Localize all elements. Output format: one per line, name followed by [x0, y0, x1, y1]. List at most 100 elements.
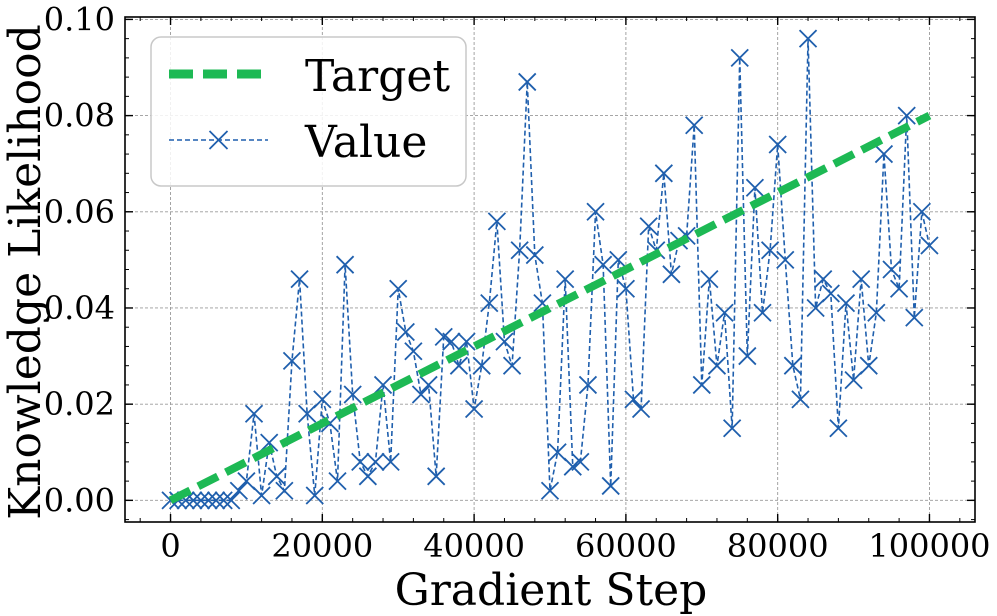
value-point-stroke-b: [700, 269, 719, 289]
y-tick-label: 0.06: [44, 193, 115, 231]
value-point: [252, 486, 271, 505]
value-point-stroke-b: [905, 308, 924, 327]
x-tick-label: 40000: [423, 527, 525, 565]
value-point: [313, 390, 332, 409]
value-point-stroke-b: [427, 467, 446, 486]
value-point-stroke-b: [222, 491, 241, 510]
value-point-stroke-b: [472, 356, 491, 375]
value-point: [472, 356, 491, 375]
value-point-stroke-b: [525, 245, 544, 265]
value-point-stroke-b: [419, 375, 438, 395]
value-point-stroke-b: [480, 294, 499, 313]
value-point-stroke-b: [275, 481, 294, 500]
value-point-stroke-b: [464, 399, 484, 419]
value-point: [844, 370, 863, 390]
legend-value-label: Value: [304, 117, 427, 168]
value-point: [867, 303, 886, 322]
value-point: [776, 250, 795, 270]
value-point-stroke-b: [343, 385, 362, 404]
value-point-stroke-b: [685, 116, 704, 135]
legend-target-label: Target: [305, 51, 450, 102]
y-tick-label: 0.00: [44, 481, 115, 519]
value-point-stroke-b: [313, 390, 332, 409]
value-point: [427, 467, 446, 486]
value-point-stroke-b: [586, 202, 605, 221]
value-point-stroke-b: [920, 236, 939, 255]
value-point: [305, 486, 324, 505]
value-point: [548, 443, 567, 462]
value-point-stroke-b: [836, 294, 856, 313]
value-point: [214, 491, 233, 510]
value-point: [601, 476, 620, 496]
value-point-stroke-b: [487, 212, 507, 231]
value-point-stroke-b: [738, 346, 757, 366]
y-axis-label: Knowledge Likelihood: [0, 24, 51, 519]
value-point: [206, 491, 226, 510]
value-point-stroke-b: [366, 452, 385, 472]
legend-value-marker: [208, 130, 229, 150]
y-tick-label: 0.08: [44, 97, 115, 135]
value-point-stroke-b: [404, 342, 423, 361]
legend: Target Value: [150, 36, 467, 187]
value-point: [829, 419, 848, 438]
value-point-stroke-b: [199, 491, 218, 510]
value-point-stroke-b: [449, 356, 469, 375]
value-point: [745, 178, 765, 197]
value-point: [540, 481, 560, 500]
value-point: [852, 269, 871, 289]
value-point: [685, 116, 704, 135]
value-point: [593, 255, 613, 274]
value-point: [578, 375, 598, 395]
legend-box: [150, 36, 467, 187]
value-point-stroke-b: [882, 260, 901, 279]
value-point: [798, 29, 818, 48]
value-point: [525, 245, 544, 265]
value-point-stroke-b: [282, 351, 302, 371]
value-point: [631, 399, 651, 419]
value-point-stroke-b: [533, 294, 552, 313]
value-point: [464, 399, 484, 419]
value-point-stroke-b: [518, 72, 537, 92]
value-point: [738, 346, 757, 366]
value-point-stroke-b: [912, 202, 932, 221]
value-point: [753, 303, 772, 322]
value-point: [351, 452, 370, 472]
value-point-stroke-b: [540, 481, 560, 500]
value-point: [882, 260, 901, 279]
value-point: [692, 375, 711, 395]
value-point: [715, 303, 734, 322]
value-point-stroke-b: [389, 279, 408, 298]
value-point: [859, 356, 878, 375]
value-point-stroke-b: [411, 385, 431, 404]
value-point: [502, 356, 522, 375]
value-point-stroke-b: [214, 491, 233, 510]
value-point-stroke-b: [609, 250, 628, 270]
value-point: [836, 294, 856, 313]
value-point: [222, 491, 241, 510]
value-point: [912, 202, 932, 221]
y-tick-label: 0.10: [44, 0, 115, 38]
value-point: [298, 404, 317, 423]
value-point: [768, 135, 787, 154]
x-tick-label: 20000: [271, 527, 373, 565]
value-point: [814, 269, 833, 289]
series-target-line: [168, 112, 932, 504]
value-point-stroke-b: [578, 375, 598, 395]
value-point-stroke-b: [548, 443, 567, 462]
value-point: [267, 467, 286, 486]
value-point: [730, 48, 749, 68]
value-point-stroke-b: [889, 279, 909, 298]
value-point-stroke-b: [206, 491, 226, 510]
value-point-stroke-b: [290, 269, 309, 289]
value-point-stroke-b: [396, 322, 415, 342]
value-point: [244, 404, 264, 423]
value-point-stroke-b: [715, 303, 734, 322]
value-point: [260, 433, 279, 452]
x-tick-label: 100000: [868, 527, 990, 565]
x-tick-label: 0: [160, 527, 180, 565]
value-point: [237, 471, 256, 491]
y-tick-label: 0.04: [44, 289, 115, 327]
value-point-stroke-b: [707, 356, 727, 375]
value-point: [396, 322, 415, 342]
